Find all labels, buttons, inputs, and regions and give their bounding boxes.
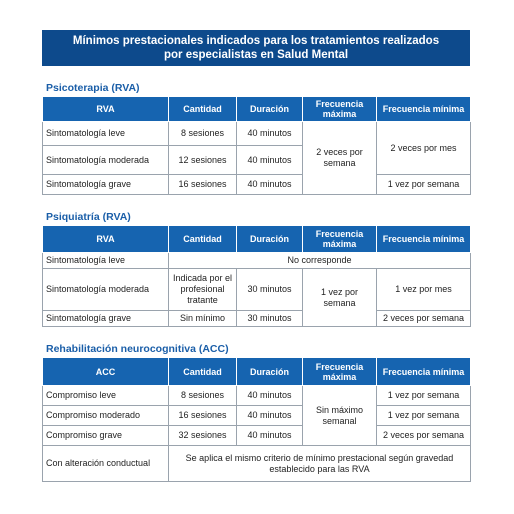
- cell: 1 vez por semana: [376, 405, 471, 426]
- row: Compromiso leve 8 sesiones 40 minutos Si…: [42, 385, 471, 446]
- row: Sintomatología grave 16 sesiones 40 minu…: [42, 174, 471, 195]
- row: Sintomatología leve No corresponde: [42, 252, 471, 269]
- title-line: Mínimos prestacionales indicados para lo…: [72, 35, 440, 47]
- cell: Con alteración conductual: [42, 445, 169, 482]
- header-cell: RVA: [42, 96, 169, 122]
- cell: Sin mínimo: [168, 310, 237, 327]
- cell: Compromiso moderado: [42, 405, 169, 426]
- header-cell: Cantidad: [168, 225, 237, 253]
- cell: 40 minutos: [236, 145, 303, 175]
- row: Compromiso grave 32 sesiones 40 minutos …: [42, 425, 471, 446]
- cell: 2 veces por semana: [376, 310, 471, 327]
- header-cell: Frecuencia máxima: [302, 357, 377, 386]
- cell: 40 minutos: [236, 121, 303, 146]
- cell: 16 sesiones: [168, 174, 237, 195]
- cell: Sintomatología leve: [42, 121, 169, 146]
- header-cell: Duración: [236, 96, 303, 122]
- cell: Sintomatología moderada: [42, 145, 169, 175]
- cell: 40 minutos: [236, 385, 303, 406]
- row: Sintomatología grave Sin mínimo 30 minut…: [42, 310, 471, 327]
- table: RVA Cantidad Duración Frecuencia máxima …: [42, 96, 471, 195]
- cell: Sintomatología moderada: [42, 268, 169, 311]
- header-row: RVA Cantidad Duración Frecuencia máxima …: [42, 225, 471, 253]
- row: Sintomatología leve 8 sesiones 40 minuto…: [42, 121, 471, 195]
- cell: 2 veces por semana: [302, 121, 377, 195]
- cell: Indicada por el profesional tratante: [168, 268, 237, 311]
- row: Sintomatología moderada Indicada por el …: [42, 268, 471, 327]
- cell: Sintomatología leve: [42, 252, 169, 269]
- header-cell: Cantidad: [168, 357, 237, 386]
- header-cell: Frecuencia mínima: [376, 96, 471, 122]
- header-cell: Duración: [236, 357, 303, 386]
- document: Mínimos prestacionales indicados para lo…: [42, 30, 471, 482]
- row: Compromiso moderado 16 sesiones 40 minut…: [42, 405, 471, 426]
- cell: Sintomatología grave: [42, 310, 169, 327]
- cell: Se aplica el mismo criterio de mínimo pr…: [168, 445, 471, 482]
- cell: 2 veces por semana: [376, 425, 471, 446]
- cell: 30 minutos: [236, 268, 303, 311]
- header-cell: Duración: [236, 225, 303, 253]
- header-cell: RVA: [42, 225, 169, 253]
- header-cell: Frecuencia máxima: [302, 96, 377, 122]
- cell: 2 veces por mes: [376, 121, 471, 175]
- cell: 30 minutos: [236, 310, 303, 327]
- header-cell: Cantidad: [168, 96, 237, 122]
- header-cell: Frecuencia mínima: [376, 225, 471, 253]
- cell: Compromiso grave: [42, 425, 169, 446]
- cell: Compromiso leve: [42, 385, 169, 406]
- row: Con alteración conductual Se aplica el m…: [42, 445, 471, 482]
- table: ACC Cantidad Duración Frecuencia máxima …: [42, 357, 471, 482]
- cell: 40 minutos: [236, 405, 303, 426]
- cell: 12 sesiones: [168, 145, 237, 175]
- cell: 1 vez por semana: [302, 268, 377, 327]
- header-cell: Frecuencia máxima: [302, 225, 377, 253]
- cell: 8 sesiones: [168, 385, 237, 406]
- cell: 40 minutos: [236, 174, 303, 195]
- header-row: ACC Cantidad Duración Frecuencia máxima …: [42, 357, 471, 386]
- cell: 1 vez por semana: [376, 174, 471, 195]
- row: Sintomatología moderada 12 sesiones 40 m…: [42, 145, 471, 175]
- section-heading: Rehabilitación neurocognitiva (ACC): [46, 343, 229, 355]
- cell: 1 vez por semana: [376, 385, 471, 406]
- title-line: por especialistas en Salud Mental: [163, 49, 349, 61]
- table: RVA Cantidad Duración Frecuencia máxima …: [42, 225, 471, 327]
- cell: 1 vez por mes: [376, 268, 471, 311]
- title-bar: Mínimos prestacionales indicados para lo…: [42, 30, 470, 66]
- cell: 16 sesiones: [168, 405, 237, 426]
- section-heading: Psiquiatría (RVA): [46, 211, 131, 223]
- header-row: RVA Cantidad Duración Frecuencia máxima …: [42, 96, 471, 122]
- section-heading: Psicoterapia (RVA): [46, 82, 140, 94]
- cell: Sin máximo semanal: [302, 385, 377, 446]
- cell: 8 sesiones: [168, 121, 237, 146]
- header-cell: Frecuencia mínima: [376, 357, 471, 386]
- cell: Sintomatología grave: [42, 174, 169, 195]
- cell: 40 minutos: [236, 425, 303, 446]
- header-cell: ACC: [42, 357, 169, 386]
- cell: No corresponde: [168, 252, 471, 269]
- cell: 32 sesiones: [168, 425, 237, 446]
